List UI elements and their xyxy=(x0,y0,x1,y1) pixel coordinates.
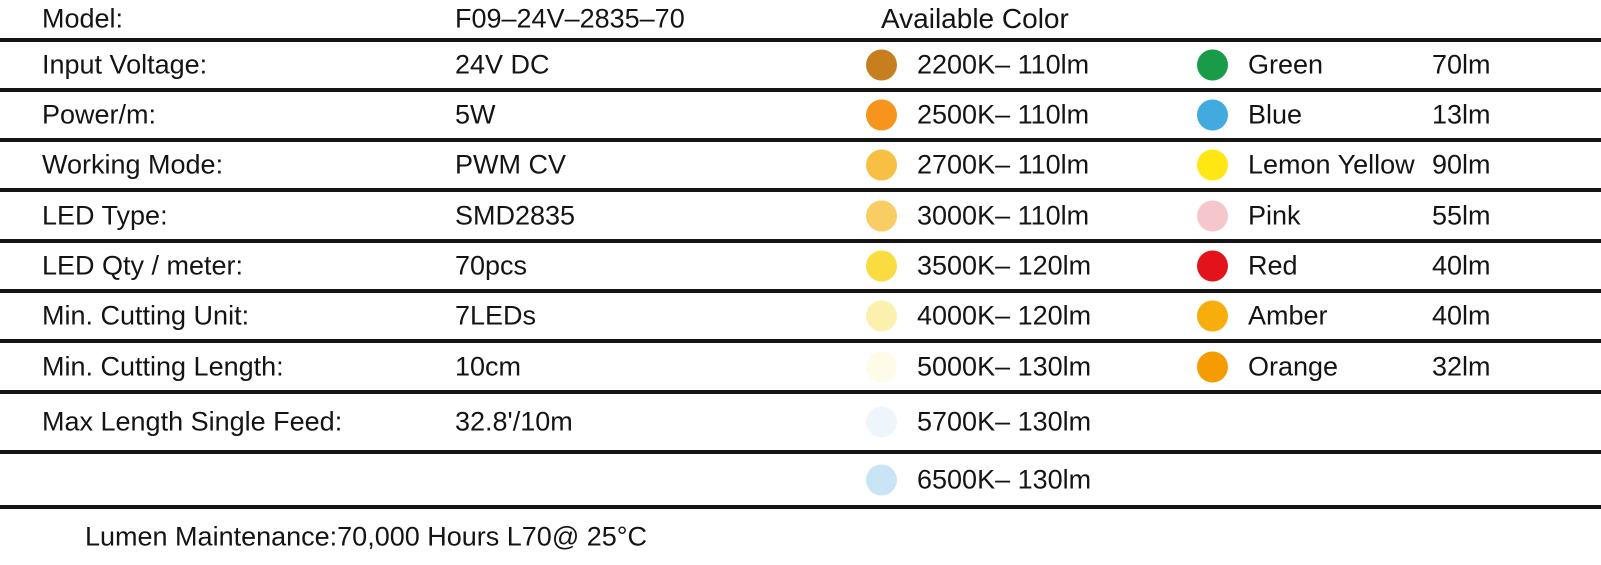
table-row: LED Qty / meter: 70pcs 3500K– 120lm Red … xyxy=(0,243,1601,289)
cct-label-3500k: 3500K– 120lm xyxy=(917,250,1092,281)
cct-label-3000k: 3000K– 110lm xyxy=(917,200,1090,230)
table-row: Min. Cutting Unit: 7LEDs 4000K– 120lm Am… xyxy=(0,293,1601,339)
cct-label-5000k: 5000K– 130lm xyxy=(917,351,1092,381)
cct-label-2200k: 2200K– 110lm xyxy=(917,49,1090,80)
color-lumens-pink: 55lm xyxy=(1432,200,1491,230)
cct-label-2700k: 2700K– 110lm xyxy=(917,149,1090,180)
cct-label-4000k: 4000K– 120lm xyxy=(917,300,1092,331)
spec-value-min-cutting-unit: 7LEDs xyxy=(455,300,537,331)
color-swatch-green xyxy=(1197,49,1228,81)
divider xyxy=(0,450,1601,454)
color-swatch-pink xyxy=(1197,200,1228,231)
spec-label-min-cutting-length: Min. Cutting Length: xyxy=(42,351,284,381)
divider xyxy=(0,188,1601,192)
spec-value-max-length: 32.8'/10m xyxy=(455,406,573,437)
cct-label-2500k: 2500K– 110lm xyxy=(917,99,1090,130)
color-swatch-orange xyxy=(1197,351,1228,382)
spec-value-min-cutting-length: 10cm xyxy=(455,351,522,381)
table-row: Min. Cutting Length: 10cm 5000K– 130lm O… xyxy=(0,343,1601,390)
spec-label-working-mode: Working Mode: xyxy=(42,149,224,180)
cct-swatch-3500k xyxy=(866,250,897,282)
color-swatch-lemon-yellow xyxy=(1197,149,1228,181)
spec-label-led-qty: LED Qty / meter: xyxy=(42,250,244,281)
footer-row: Lumen Maintenance:70,000 Hours L70@ 25°C xyxy=(0,509,1601,565)
cct-label-6500k: 6500K– 130lm xyxy=(917,464,1092,494)
color-name-amber: Amber xyxy=(1248,300,1328,331)
spec-label-min-cutting-unit: Min. Cutting Unit: xyxy=(42,300,250,331)
table-row: Power/m: 5W 2500K– 110lm Blue 13lm xyxy=(0,92,1601,138)
spec-value-power: 5W xyxy=(455,99,496,130)
cct-swatch-5700k xyxy=(866,406,897,438)
table-row: LED Type: SMD2835 3000K– 110lm Pink 55lm xyxy=(0,192,1601,239)
color-name-pink: Pink xyxy=(1248,200,1301,230)
spec-value-led-qty: 70pcs xyxy=(455,250,528,281)
cct-swatch-6500k xyxy=(866,464,897,495)
table-row-model: Model: F09–24V–2835–70 Available Color xyxy=(0,0,1601,38)
color-lumens-lemon-yellow: 90lm xyxy=(1432,149,1491,180)
cct-swatch-3000k xyxy=(866,200,897,231)
spec-value-input-voltage: 24V DC xyxy=(455,49,550,80)
cct-label-5700k: 5700K– 130lm xyxy=(917,406,1092,437)
spec-label-model: Model: xyxy=(42,3,124,34)
cct-swatch-2700k xyxy=(866,149,897,181)
color-swatch-amber xyxy=(1197,300,1228,332)
color-name-blue: Blue xyxy=(1248,99,1303,130)
divider xyxy=(0,339,1601,343)
color-lumens-red: 40lm xyxy=(1432,250,1491,281)
available-color-title: Available Color xyxy=(881,3,1069,34)
color-lumens-orange: 32lm xyxy=(1432,351,1491,381)
table-row: 6500K– 130lm xyxy=(0,454,1601,505)
lumen-maintenance-note: Lumen Maintenance:70,000 Hours L70@ 25°C xyxy=(85,521,648,552)
divider xyxy=(0,239,1601,243)
color-lumens-blue: 13lm xyxy=(1432,99,1491,130)
color-name-orange: Orange xyxy=(1248,351,1339,381)
spec-label-max-length: Max Length Single Feed: xyxy=(42,406,343,437)
divider xyxy=(0,138,1601,142)
spec-value-model: F09–24V–2835–70 xyxy=(455,3,685,34)
spec-label-led-type: LED Type: xyxy=(42,200,168,230)
color-name-green: Green xyxy=(1248,49,1324,80)
spec-label-input-voltage: Input Voltage: xyxy=(42,49,208,80)
spec-value-led-type: SMD2835 xyxy=(455,200,576,230)
table-row: Input Voltage: 24V DC 2200K– 110lm Green… xyxy=(0,42,1601,88)
color-swatch-blue xyxy=(1197,99,1228,131)
divider xyxy=(0,505,1601,509)
spec-label-power: Power/m: xyxy=(42,99,157,130)
divider xyxy=(0,38,1601,42)
color-swatch-red xyxy=(1197,250,1228,282)
table-row: Working Mode: PWM CV 2700K– 110lm Lemon … xyxy=(0,142,1601,188)
cct-swatch-2200k xyxy=(866,49,897,81)
table-row: Max Length Single Feed: 32.8'/10m 5700K–… xyxy=(0,394,1601,450)
color-name-red: Red xyxy=(1248,250,1298,281)
cct-swatch-4000k xyxy=(866,300,897,332)
divider xyxy=(0,88,1601,92)
color-name-lemon-yellow: Lemon Yellow xyxy=(1248,149,1415,180)
cct-swatch-2500k xyxy=(866,99,897,131)
divider xyxy=(0,390,1601,394)
spec-value-working-mode: PWM CV xyxy=(455,149,566,180)
color-lumens-green: 70lm xyxy=(1432,49,1491,80)
cct-swatch-5000k xyxy=(866,351,897,382)
divider xyxy=(0,289,1601,293)
color-lumens-amber: 40lm xyxy=(1432,300,1491,331)
